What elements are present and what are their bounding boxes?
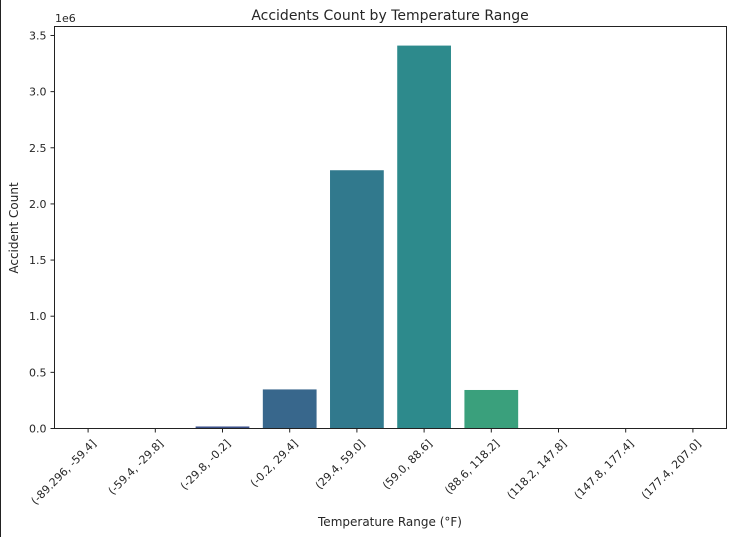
y-tick-label: 3.5	[29, 29, 47, 42]
bar-3	[263, 389, 317, 428]
bar-4	[330, 170, 384, 428]
y-tick-label: 3.0	[29, 86, 47, 99]
y-axis-label: Accident Count	[7, 182, 21, 274]
x-tick-label: (-59.4, -29.8]	[106, 437, 166, 497]
chart-title: Accidents Count by Temperature Range	[251, 8, 528, 24]
x-tick-label: (118.2, 147.8]	[505, 437, 570, 502]
y-tick-label: 0.0	[29, 423, 47, 436]
y-axis-offset-label: 1e6	[55, 12, 76, 25]
left-border	[0, 0, 1, 537]
x-tick-label: (-0.2, 29.4]	[248, 437, 301, 490]
y-tick-label: 1.0	[29, 310, 47, 323]
x-tick-label: (-29.8, -0.2]	[178, 437, 234, 493]
y-tick-label: 2.0	[29, 198, 47, 211]
bar-5	[397, 46, 451, 429]
x-tick-label: (88.6, 118.2]	[442, 437, 502, 497]
bars-group	[61, 46, 585, 429]
y-tick-label: 0.5	[29, 366, 47, 379]
y-ticks-group: 0.0 0.5 1.0 1.5 2.0 2.5 3.0 3.5	[29, 29, 55, 435]
x-axis-label: Temperature Range (°F)	[317, 515, 462, 529]
x-tick-label: (59.0, 88.6]	[380, 437, 435, 492]
bar-6	[464, 390, 518, 429]
x-tick-label: (147.8, 177.4]	[572, 437, 637, 502]
y-tick-label: 1.5	[29, 254, 47, 267]
x-tick-label: (29.4, 59.0]	[313, 437, 368, 492]
x-tick-label: (-89.296, -59.4]	[29, 437, 99, 507]
y-tick-label: 2.5	[29, 142, 47, 155]
x-ticks-group: (-89.296, -59.4](-59.4, -29.8](-29.8, -0…	[29, 429, 704, 508]
plot-frame	[55, 27, 727, 429]
x-tick-label: (177.4, 207.0]	[639, 437, 704, 502]
